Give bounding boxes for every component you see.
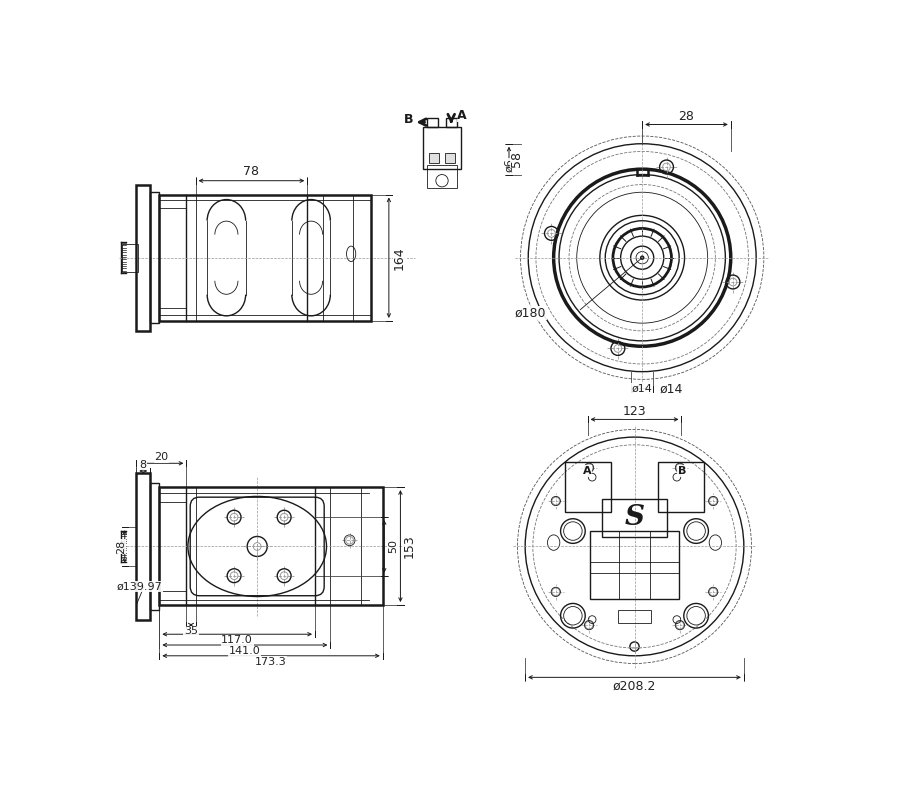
Bar — [428, 118, 438, 126]
Bar — [658, 462, 704, 512]
Text: 123: 123 — [623, 405, 646, 418]
Bar — [136, 474, 150, 619]
Text: 20: 20 — [154, 452, 168, 462]
Text: 28: 28 — [679, 110, 695, 123]
Bar — [565, 462, 611, 512]
Text: ø14: ø14 — [632, 383, 652, 394]
Bar — [427, 166, 457, 188]
Text: 153: 153 — [403, 534, 416, 558]
Bar — [446, 153, 455, 163]
Bar — [150, 483, 159, 610]
Bar — [159, 194, 371, 321]
Bar — [423, 126, 461, 169]
Text: 50: 50 — [389, 539, 399, 554]
Bar — [429, 153, 439, 163]
Text: ø6: ø6 — [504, 158, 514, 172]
Text: 173.3: 173.3 — [256, 657, 287, 667]
Text: ø139.97: ø139.97 — [116, 582, 162, 591]
Text: 58: 58 — [510, 151, 523, 167]
Bar — [122, 244, 138, 271]
Text: A: A — [457, 109, 467, 122]
Text: B: B — [678, 466, 687, 476]
Text: 35: 35 — [184, 626, 198, 636]
Text: 117.0: 117.0 — [221, 635, 253, 646]
Text: ø14: ø14 — [659, 382, 682, 395]
Text: ø208.2: ø208.2 — [613, 680, 656, 693]
Text: 78: 78 — [243, 165, 259, 178]
Bar — [150, 192, 159, 323]
Bar — [159, 487, 382, 605]
Bar — [446, 118, 456, 126]
Text: B: B — [404, 113, 414, 126]
Bar — [136, 185, 150, 331]
Text: 8: 8 — [140, 460, 147, 470]
Text: S: S — [625, 505, 644, 531]
Text: 164: 164 — [393, 246, 406, 270]
Text: 28: 28 — [116, 539, 126, 554]
Bar — [602, 498, 667, 538]
Text: A: A — [582, 466, 591, 476]
Bar — [617, 610, 652, 623]
Text: 141.0: 141.0 — [229, 646, 261, 656]
Text: ø180: ø180 — [515, 306, 546, 320]
Bar — [590, 531, 680, 599]
